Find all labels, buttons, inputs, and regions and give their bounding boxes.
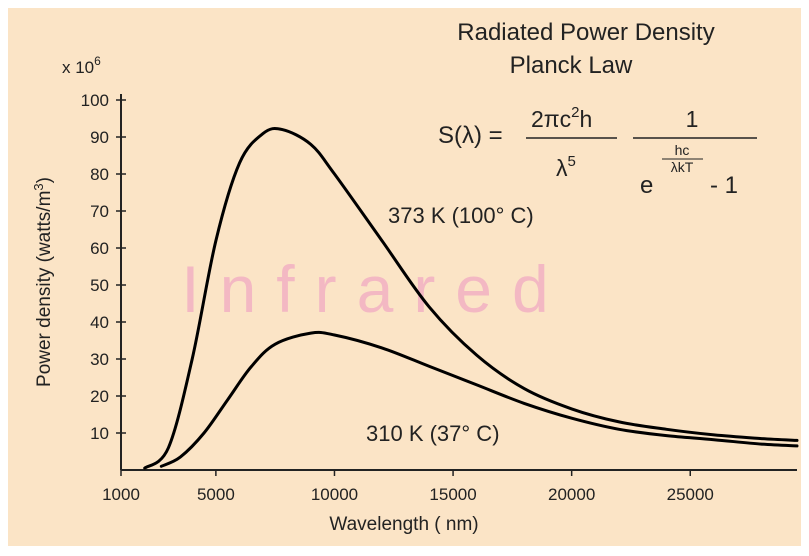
series-line-1 bbox=[159, 330, 799, 468]
series-label-310k: 310 K (37° C) bbox=[366, 421, 500, 446]
watermark: Infrared bbox=[181, 252, 568, 326]
x-tick-label: 1000 bbox=[102, 485, 140, 504]
formula-num1: 2πc2h bbox=[531, 104, 592, 132]
y-multiplier: x 106 bbox=[62, 54, 101, 77]
y-tick-label: 10 bbox=[90, 424, 109, 443]
x-tick-label: 5000 bbox=[197, 485, 235, 504]
formula-den2-tail: - 1 bbox=[710, 172, 738, 199]
formula-den1: λ5 bbox=[556, 153, 576, 181]
y-ticks: 10 20 30 40 50 60 70 80 90 100 bbox=[81, 91, 126, 443]
series-layer bbox=[143, 126, 799, 470]
x-tick-label: 15000 bbox=[429, 485, 476, 504]
chart-background bbox=[8, 8, 801, 546]
y-axis-label: Power density (watts/m3) bbox=[31, 177, 55, 387]
formula-exp-num: hc bbox=[675, 142, 690, 158]
x-axis-label: Wavelength ( nm) bbox=[329, 514, 478, 535]
y-tick-label: 60 bbox=[90, 239, 109, 258]
x-tick-label: 10000 bbox=[311, 485, 358, 504]
chart-subtitle: Planck Law bbox=[510, 52, 633, 79]
y-tick-label: 90 bbox=[90, 128, 109, 147]
y-tick-label: 20 bbox=[90, 387, 109, 406]
y-tick-label: 40 bbox=[90, 313, 109, 332]
y-tick-label: 80 bbox=[90, 165, 109, 184]
y-tick-label: 100 bbox=[81, 91, 109, 110]
formula-num2: 1 bbox=[686, 106, 699, 132]
series-line-0 bbox=[143, 126, 799, 470]
x-tick-label: 25000 bbox=[667, 485, 714, 504]
planck-formula: S(λ) = 2πc2h λ5 1 e hc λkT - 1 bbox=[438, 104, 757, 199]
y-tick-label: 70 bbox=[90, 202, 109, 221]
y-tick-label: 50 bbox=[90, 276, 109, 295]
formula-exp-den: λkT bbox=[671, 159, 694, 175]
formula-lhs: S(λ) = bbox=[438, 122, 503, 149]
series-label-373k: 373 K (100° C) bbox=[388, 203, 534, 228]
chart-title: Radiated Power Density bbox=[457, 19, 714, 46]
formula-den2-base: e bbox=[640, 172, 653, 199]
x-ticks: 1000 5000 10000 15000 20000 25000 bbox=[102, 470, 714, 504]
x-tick-label: 20000 bbox=[548, 485, 595, 504]
y-tick-label: 30 bbox=[90, 350, 109, 369]
